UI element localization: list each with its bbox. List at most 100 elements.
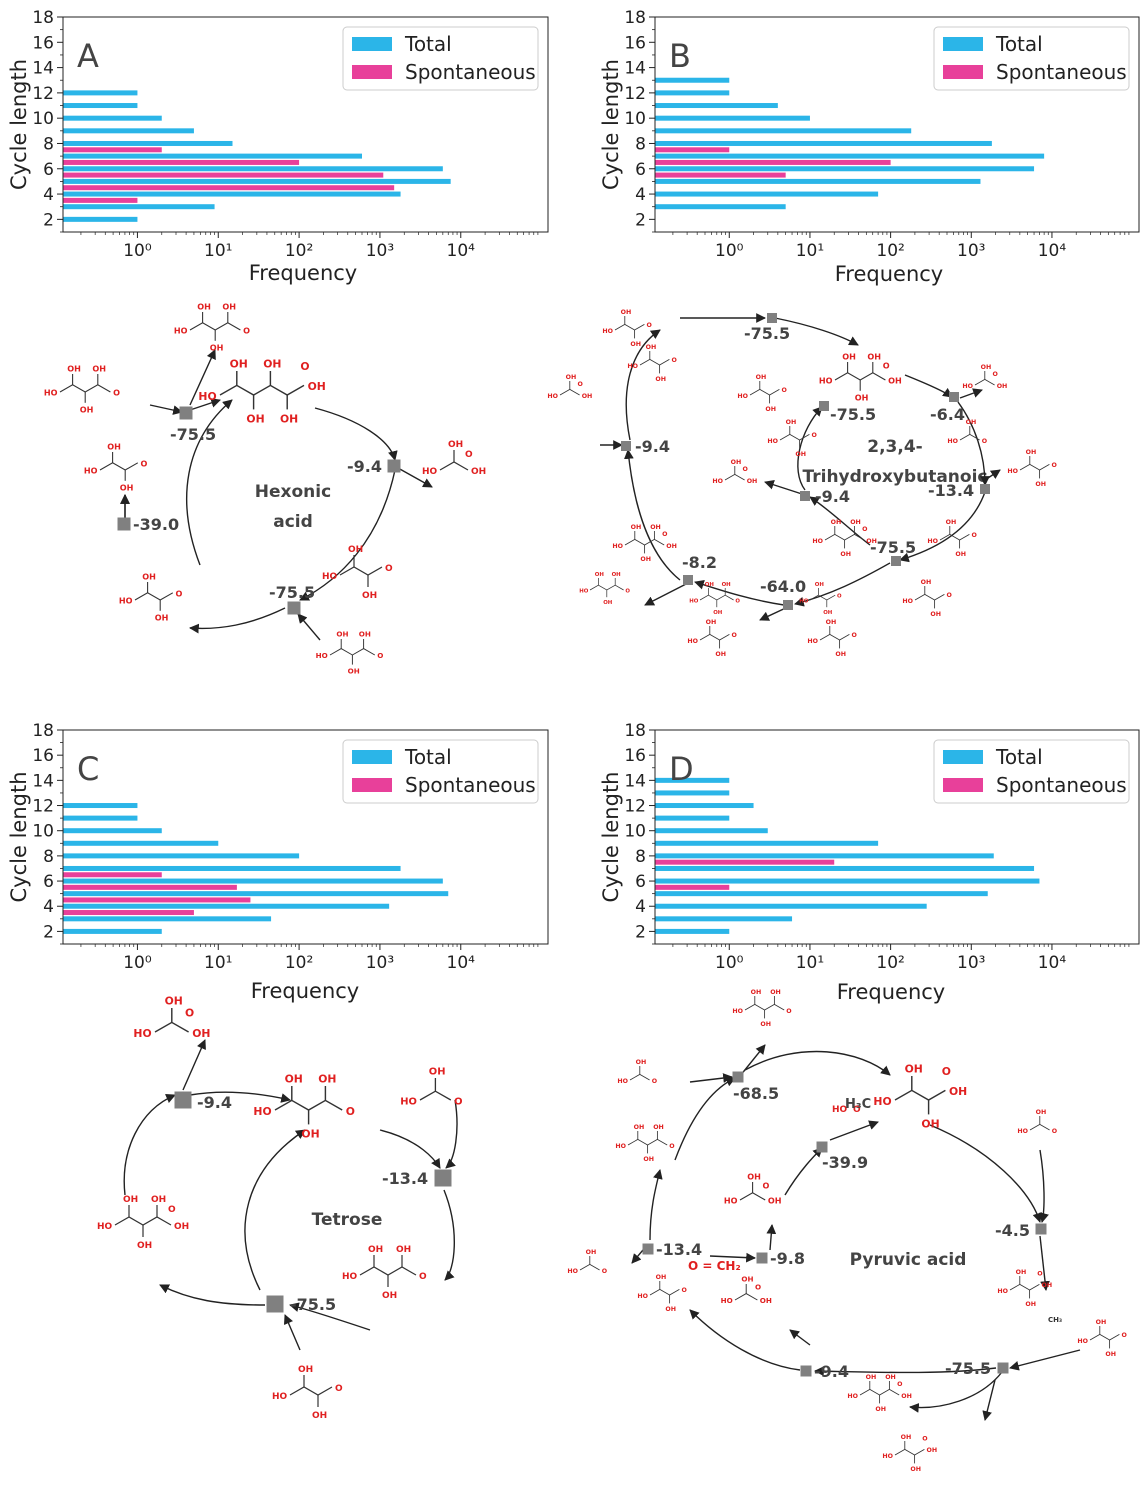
reaction-energy-label: -9.4 [197,1093,232,1112]
hydroxyl-label: OH [747,478,758,485]
hydroxyl-label: OH [362,591,377,601]
hydroxyl-label: OH [165,994,183,1007]
hydroxyl-label: OH [285,1072,303,1085]
x-tick-label: 10³ [957,953,985,973]
cycle-center-label: Trihydroxybutanoic [803,467,988,487]
y-tick-label: 12 [32,797,54,817]
molecule: OH OH HO O [1077,1319,1127,1358]
carbonyl-label: O [942,1065,951,1078]
legend-swatch-spontaneous [352,65,392,79]
molecule-bonds [699,594,734,601]
reaction-node [266,1295,284,1313]
hydroxyl-label: HO [579,588,589,594]
hydroxyl-label: OH [230,357,248,370]
reaction-node [174,1091,192,1109]
carbonyl-label: O [897,1381,903,1388]
legend-label-spontaneous: Spontaneous [996,60,1127,84]
cycle-arrow [809,496,871,546]
x-tick-label: 10³ [957,241,985,261]
x-tick-label: 10² [285,953,313,973]
reaction-energy-label: -9.4 [347,457,382,476]
cycle-arrow [159,1284,266,1306]
hydroxyl-label: OH [715,651,726,658]
hydroxyl-label: OH [246,413,264,426]
hydroxyl-label: OH [1105,1351,1116,1358]
molecule-bonds [724,473,745,481]
reaction-node [179,406,193,420]
y-tick-label: 2 [43,922,54,942]
x-tick-label: 10⁴ [1038,953,1067,973]
output-arrow [397,467,433,488]
input-arrow [789,1329,811,1346]
molecule-bonds [834,372,886,381]
input-arrow [149,404,183,415]
carbonyl-label: O [812,432,818,439]
y-tick-label: 4 [635,185,646,205]
hydroxyl-label: HO [1007,468,1018,475]
molecule-bonds [59,384,111,393]
carbonyl-label: O [763,1180,770,1190]
hydroxyl-label: OH [831,519,842,526]
hydroxyl-label: HO [689,598,699,604]
carbonyl-label: O [672,357,678,364]
hydroxyl-label: OH [1096,1319,1107,1326]
reaction-energy-label: -6.4 [930,405,965,424]
legend-swatch-total [352,37,392,51]
molecule: OH OH HO O [322,545,393,601]
hydroxyl-label: HO [737,393,748,400]
legend: Total Spontaneous [933,739,1130,804]
cycle-arrow [694,580,785,606]
reaction-node [891,556,901,566]
hydroxyl-label: OH [336,630,348,639]
carbonyl-label: O [862,526,868,533]
molecule-bonds [1089,1333,1120,1341]
molecule-bonds [699,633,730,641]
cycle-arrow [766,1224,777,1251]
output-arrow [739,1044,766,1077]
hydroxyl-label: OH [955,551,966,558]
cycle-arrow [443,1189,455,1281]
y-tick-label: 14 [624,771,646,791]
carbonyl-label: O [602,1268,608,1275]
legend-label-total: Total [995,745,1043,769]
hydroxyl-label: OH [1035,481,1046,488]
molecule-bonds [274,1099,343,1111]
hydroxyl-label: OH [722,582,732,588]
molecule: OH OH HO OH O [882,1434,937,1473]
reaction-energy-label: -75.5 [170,425,216,444]
reaction-energy-label: -68.5 [733,1084,779,1103]
hydroxyl-label: OH [866,538,877,545]
cycle-arrow [774,317,859,346]
charts-layer: 2 4 6 8 10 12 14 16 18 10⁰ 10¹ 10² 10³ 10⁴ Frequency Cy… [7,8,1140,1004]
bar-total-8 [655,853,994,859]
hydroxyl-label: OH [875,1406,886,1413]
hydroxyl-label: OH [826,619,837,626]
hydroxyl-label: OH [1016,1269,1027,1276]
y-tick-label: 6 [43,872,54,892]
x-tick-label: 10² [876,953,904,973]
x-tick-label: 10³ [366,241,394,261]
hydroxyl-label: OH [646,344,657,351]
reaction-energy-label: -64.0 [760,577,806,596]
hydroxyl-label: HO [832,1105,848,1115]
bar-total-6 [655,166,1035,172]
input-arrow [984,469,1001,481]
cycle-arrow [299,469,396,601]
cycle-arrow [794,562,891,607]
molecule-bonds [734,1293,758,1301]
hydroxyl-label: OH [885,1374,896,1381]
hydroxyl-label: HO [272,1392,288,1402]
carbonyl-label: O [1052,1128,1058,1135]
bar-total-11 [63,815,138,821]
y-tick-label: 2 [635,922,646,942]
y-tick-label: 10 [32,822,54,842]
plot-frame [62,16,549,233]
carbonyl-label: O [141,458,148,468]
hydroxyl-label: OH [901,1393,912,1400]
bar-total-6 [63,166,443,172]
hydroxyl-label: OH [949,1085,967,1098]
carbonyl-label: O [993,371,999,378]
